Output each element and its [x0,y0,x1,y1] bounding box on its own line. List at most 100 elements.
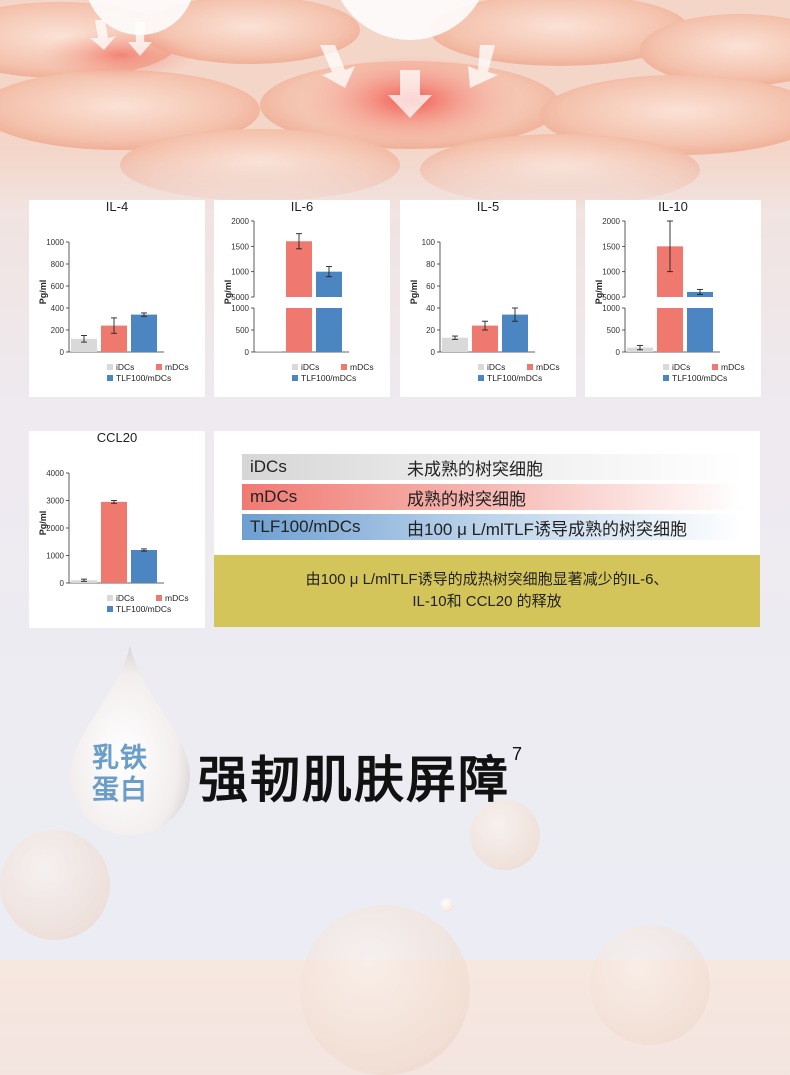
definition-row-tlf: TLF100/mDCs 由100 μ L/mlTLF诱导成熟的树突细胞 [242,514,742,540]
decorative-bubble [440,898,454,912]
y-tick-label: 1500 [602,242,620,251]
legend-label-idcs: iDCs [672,362,690,372]
legend-label-mdcs: mDCs [536,362,560,372]
bar-tlf100-mdcs-lower [316,308,342,352]
lactoferrin-badge: 乳铁 蛋白 [82,742,158,806]
legend-label-idcs: iDCs [487,362,505,372]
legend-label-idcs: iDCs [301,362,319,372]
bar-mdcs-lower [286,308,312,352]
legend-swatch-tlf100-mdcs [107,606,113,612]
legend-label-idcs: iDCs [116,362,134,372]
y-tick-label: 400 [51,304,65,313]
legend-swatch-idcs [478,364,484,370]
legend-label-tlf100-mdcs: TLF100/mDCs [672,373,727,383]
legend-label-tlf100-mdcs: TLF100/mDCs [487,373,542,383]
decorative-bubble [300,905,470,1075]
y-tick-label: 40 [426,304,435,313]
y-tick-label: 5000 [602,293,620,302]
y-tick-label: 1000 [231,304,249,313]
y-axis-label: Pg/ml [38,280,48,305]
bar-tlf100-mdcs [131,315,157,352]
y-tick-label: 2000 [46,524,64,533]
definition-row-idcs: iDCs 未成熟的树突细胞 [242,454,742,480]
y-tick-label: 0 [60,579,65,588]
legend-label-mdcs: mDCs [350,362,374,372]
y-tick-label: 80 [426,260,435,269]
legend-swatch-idcs [663,364,669,370]
legend-swatch-tlf100-mdcs [663,375,669,381]
chart-title: IL-5 [477,200,499,214]
definition-key: mDCs [242,487,407,507]
y-tick-label: 1000 [602,304,620,313]
bar-idcs [442,338,468,352]
bar-tlf100-mdcs-lower [687,308,713,352]
legend-swatch-idcs [292,364,298,370]
definition-row-mdcs: mDCs 成熟的树突细胞 [242,484,742,510]
definition-key: TLF100/mDCs [242,517,407,537]
note-line-2: IL-10和 CCL20 的释放 [306,591,669,613]
legend-swatch-mdcs [341,364,347,370]
decorative-bubble [590,925,710,1045]
chart-title: IL-6 [291,200,313,214]
badge-line-1: 乳铁 [82,742,158,774]
legend-label-mdcs: mDCs [165,362,189,372]
legend-swatch-tlf100-mdcs [292,375,298,381]
definition-key: iDCs [242,457,407,477]
conclusion-note: 由100 μ L/mlTLF诱导的成热树突细胞显著减少的IL-6、 IL-10和… [214,555,760,627]
bar-tlf100-mdcs [131,550,157,583]
headline-footnote: 7 [512,744,524,764]
legend-swatch-mdcs [156,595,162,601]
definition-desc: 未成熟的树突细胞 [407,455,543,480]
decorative-bubble [0,830,110,940]
y-tick-label: 1000 [46,552,64,561]
bar-mdcs-lower [657,308,683,352]
legend-label-mdcs: mDCs [721,362,745,372]
y-tick-label: 100 [422,238,436,247]
y-tick-label: 0 [616,348,621,357]
legend-swatch-tlf100-mdcs [478,375,484,381]
legend-label-idcs: iDCs [116,593,134,603]
legend-label-tlf100-mdcs: TLF100/mDCs [116,604,171,614]
legend-label-mdcs: mDCs [165,593,189,603]
y-tick-label: 800 [51,260,65,269]
y-tick-label: 200 [51,326,65,335]
chart-title: IL-10 [658,200,688,214]
milk-drop-icon [60,640,200,840]
y-tick-label: 0 [60,348,65,357]
chart-title: IL-4 [106,200,128,214]
y-tick-label: 2000 [602,217,620,226]
y-tick-label: 20 [426,326,435,335]
y-tick-label: 0 [245,348,250,357]
badge-line-2: 蛋白 [82,774,158,806]
y-tick-label: 3000 [46,497,64,506]
y-tick-label: 2000 [231,217,249,226]
bar-mdcs [101,502,127,583]
definitions-panel: iDCs 未成熟的树突细胞 mDCs 成熟的树突细胞 TLF100/mDCs 由… [214,431,760,627]
y-tick-label: 1000 [46,238,64,247]
legend-swatch-idcs [107,364,113,370]
legend-swatch-mdcs [156,364,162,370]
y-tick-label: 1000 [602,268,620,277]
y-tick-label: 1000 [231,268,249,277]
bar-mdcs-upper [286,241,312,297]
legend-swatch-tlf100-mdcs [107,375,113,381]
legend-label-tlf100-mdcs: TLF100/mDCs [116,373,171,383]
headline-text: 强韧肌肤屏障 [198,752,510,808]
legend-swatch-mdcs [712,364,718,370]
chart-title: CCL20 [97,431,137,445]
definition-desc: 成熟的树突细胞 [407,485,526,510]
y-tick-label: 1500 [231,242,249,251]
y-tick-label: 0 [431,348,436,357]
hero-skin-cells-image [0,0,790,210]
y-tick-label: 500 [607,326,621,335]
y-tick-label: 60 [426,282,435,291]
